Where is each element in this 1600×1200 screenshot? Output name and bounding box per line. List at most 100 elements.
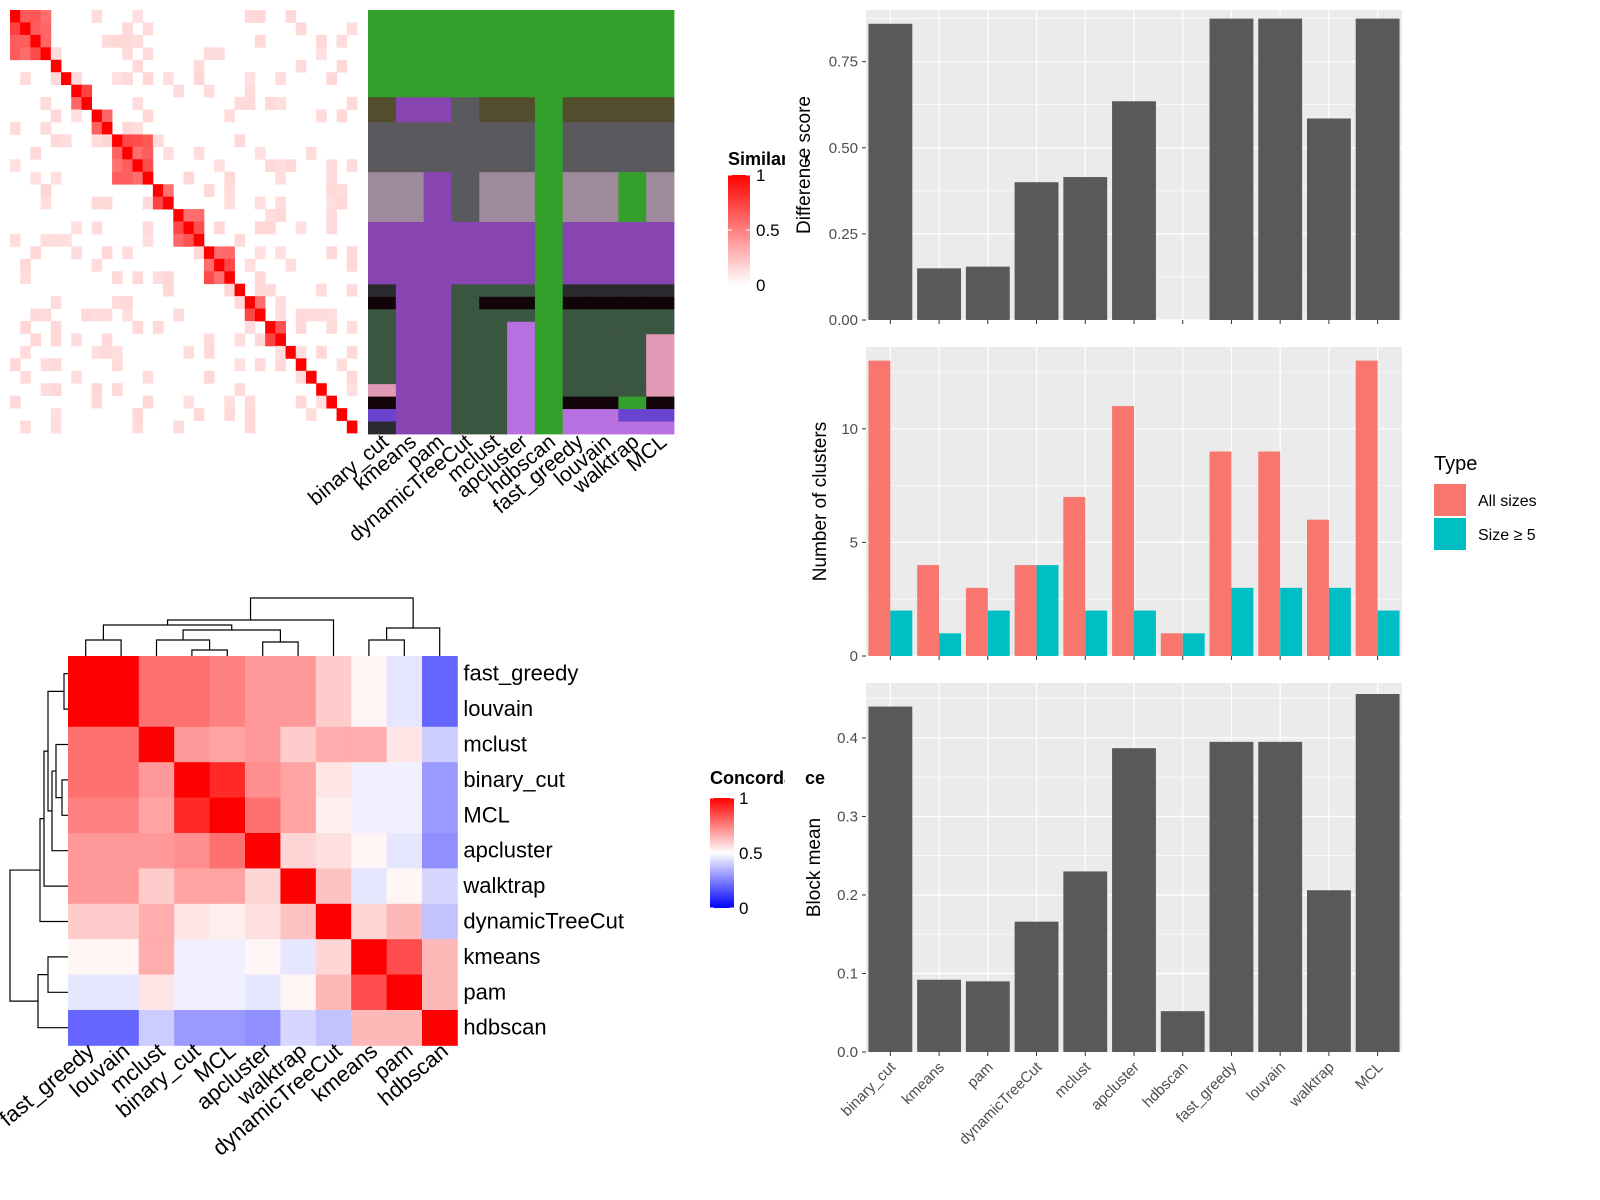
assignment-cell xyxy=(507,222,536,285)
concordance-cell xyxy=(103,726,140,763)
assignment-cell xyxy=(451,421,480,435)
similarity-cell xyxy=(91,395,103,409)
concordance-cell xyxy=(68,726,104,763)
concordance-cell xyxy=(209,762,246,798)
concordance-cell xyxy=(315,833,352,869)
assignment-cell xyxy=(618,10,647,98)
similarity-cell xyxy=(244,72,256,86)
assignment-cell xyxy=(479,384,508,397)
assignment-cell xyxy=(534,122,564,173)
y-tick-label: 10 xyxy=(841,421,858,438)
concordance-cell xyxy=(138,868,175,905)
assignment-cell xyxy=(534,97,564,123)
concordance-cell xyxy=(209,903,246,940)
concordance-cell xyxy=(245,1010,281,1046)
assignment-cell xyxy=(646,284,675,298)
concordance-cell xyxy=(103,939,140,975)
similarity-cell xyxy=(152,184,164,198)
type-legend-key xyxy=(1434,484,1466,516)
assignment-cell xyxy=(590,284,619,298)
similarity-legend-label: 0.5 xyxy=(756,221,780,240)
similarity-cell xyxy=(275,72,286,86)
assignment-cell xyxy=(507,122,536,173)
similarity-cell xyxy=(20,10,31,23)
similarity-cell xyxy=(275,358,286,372)
similarity-cell xyxy=(122,34,133,48)
assignment-cell xyxy=(479,10,508,98)
similarity-cell xyxy=(295,395,307,409)
similarity-cell xyxy=(346,370,358,384)
similarity-cell xyxy=(20,34,31,48)
type-legend-title: Type xyxy=(1434,453,1477,475)
concordance-row-dendrogram-branch xyxy=(51,770,68,852)
assignment-cell xyxy=(423,296,452,310)
assignment-cell xyxy=(451,97,480,123)
similarity-cell xyxy=(295,221,307,235)
assignment-cell xyxy=(368,396,397,410)
assignment-cell xyxy=(534,396,564,410)
assignment-cell xyxy=(423,10,452,98)
assignment-cell xyxy=(423,409,452,422)
concordance-row-dendrogram-branch xyxy=(9,869,40,1002)
assignment-cell xyxy=(507,309,536,323)
assignment-cell xyxy=(368,222,397,285)
assignment-cell xyxy=(423,284,452,298)
bar xyxy=(917,268,962,320)
concordance-cell xyxy=(351,726,387,763)
similarity-cell xyxy=(142,395,154,409)
concordance-cell xyxy=(422,797,458,834)
similarity-cell xyxy=(81,97,93,110)
assignment-cell xyxy=(423,309,452,323)
bar-all-sizes xyxy=(1112,406,1134,656)
assignment-cell xyxy=(646,409,675,422)
assignment-cell xyxy=(423,172,452,223)
assignment-cell xyxy=(479,396,508,410)
similarity-cell xyxy=(275,246,286,260)
similarity-cell xyxy=(336,184,348,198)
similarity-cell xyxy=(275,345,286,359)
similarity-cell xyxy=(173,233,184,247)
similarity-cell xyxy=(254,10,266,23)
bar-all-sizes xyxy=(868,360,891,656)
similarity-cell xyxy=(244,10,256,23)
similarity-cell xyxy=(193,233,205,247)
concordance-cell xyxy=(245,903,281,940)
assignment-cell xyxy=(423,334,452,385)
similarity-cell xyxy=(30,246,42,260)
similarity-cell xyxy=(61,72,72,86)
assignment-cell xyxy=(534,222,564,285)
assignment-cell xyxy=(562,409,591,422)
concordance-cell xyxy=(209,939,246,975)
similarity-cell xyxy=(91,134,103,148)
bar-all-sizes xyxy=(1355,360,1378,656)
type-legend-key xyxy=(1434,518,1466,550)
similarity-cell xyxy=(122,171,133,185)
concordance-legend-label: 0.5 xyxy=(739,844,763,863)
similarity-cell xyxy=(152,321,164,334)
concordance-cell xyxy=(386,939,423,975)
bar xyxy=(868,23,913,321)
similarity-cell xyxy=(40,358,52,372)
similarity-cell xyxy=(20,321,31,334)
similarity-cell xyxy=(132,159,144,173)
similarity-cell xyxy=(132,134,144,148)
assignment-cell xyxy=(368,296,397,310)
assignment-cell xyxy=(618,172,647,223)
concordance-column-dendrogram-branch xyxy=(102,624,233,640)
similarity-cell xyxy=(101,121,113,135)
bar xyxy=(1355,18,1400,320)
assignment-cell xyxy=(618,421,647,435)
concordance-cell xyxy=(68,903,104,940)
similarity-cell xyxy=(112,34,123,48)
similarity-cell xyxy=(224,395,235,409)
assignment-cell xyxy=(395,222,425,285)
assignment-cell xyxy=(562,334,591,385)
concordance-cell xyxy=(174,691,210,728)
assignment-cell xyxy=(368,334,397,385)
similarity-cell xyxy=(71,109,82,123)
concordance-cell xyxy=(174,868,210,905)
similarity-cell xyxy=(326,221,337,235)
assignment-cell xyxy=(451,321,480,335)
assignment-cell xyxy=(534,334,564,385)
assignment-cell xyxy=(590,334,619,385)
